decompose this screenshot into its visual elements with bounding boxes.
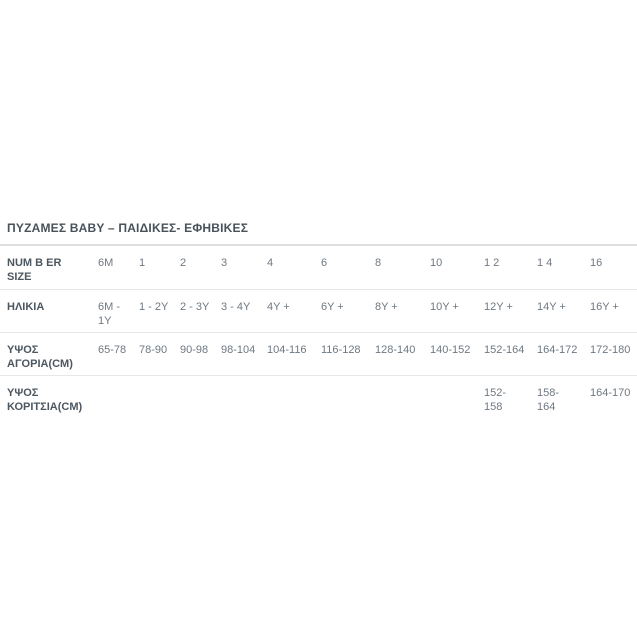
- table-cell: 1 - 2Y: [139, 300, 169, 313]
- table-cell: [430, 375, 484, 422]
- table-cell: 6M: [98, 257, 114, 269]
- row-label: ΥΨΟΣ ΚΟΡΙΤΣΙΑ(CM): [7, 386, 83, 413]
- table-cell: 6: [321, 257, 328, 269]
- table-cell: 16: [590, 257, 603, 269]
- table-cell: 6M - 1Y: [98, 300, 120, 327]
- table-cell: 98-104: [221, 343, 256, 356]
- table-cell: 10Y +: [430, 300, 459, 313]
- table-cell: 4Y +: [267, 300, 290, 313]
- table-cell: 1: [139, 257, 146, 269]
- table-cell: 164-170: [590, 386, 631, 399]
- table-cell: 10: [430, 257, 443, 269]
- row-label: NUM B ER SIZE: [7, 257, 62, 283]
- table-cell: [375, 375, 430, 422]
- table-row-height-girls: ΥΨΟΣ ΚΟΡΙΤΣΙΑ(CM) 152- 158 158- 164 164-…: [0, 375, 637, 422]
- table-cell: 12Y +: [484, 300, 513, 313]
- table-row-age: ΗΛΙΚΙΑ 6M - 1Y 1 - 2Y 2 - 3Y 3 - 4Y 4Y +…: [0, 289, 637, 332]
- table-cell: 128-140: [375, 343, 416, 356]
- table-cell: 1 4: [537, 257, 553, 269]
- table-cell: 8Y +: [375, 300, 398, 313]
- table-cell: [221, 375, 267, 422]
- table-cell: 152-164: [484, 343, 525, 356]
- table-cell: 14Y +: [537, 300, 566, 313]
- table-cell: [98, 375, 139, 422]
- table-cell: 172-180: [590, 343, 631, 356]
- table-cell: 3: [221, 257, 228, 269]
- table-cell: 16Y +: [590, 300, 619, 313]
- table-cell: 4: [267, 257, 274, 269]
- table-cell: [267, 375, 321, 422]
- table-cell: [321, 375, 375, 422]
- table-cell: 164-172: [537, 343, 578, 356]
- size-table: NUM B ER SIZE 6M 1 2 3 4 6 8 10 1 2 1 4 …: [0, 244, 637, 422]
- table-cell: 2: [180, 257, 187, 269]
- table-cell: 140-152: [430, 343, 471, 356]
- table-cell: 1 2: [484, 257, 500, 269]
- table-cell: 152- 158: [484, 386, 507, 413]
- table-cell: 8: [375, 257, 382, 269]
- row-label: ΥΨΟΣ ΑΓΟΡΙΑ(CM): [7, 343, 73, 370]
- size-guide-section: ΠΥΖΑΜΕΣ BABY – ΠΑΙΔΙΚΕΣ- ΕΦΗΒΙΚΕΣ NUM B …: [0, 221, 637, 422]
- section-title: ΠΥΖΑΜΕΣ BABY – ΠΑΙΔΙΚΕΣ- ΕΦΗΒΙΚΕΣ: [7, 221, 249, 235]
- table-cell: 3 - 4Y: [221, 300, 251, 313]
- table-row-height-boys: ΥΨΟΣ ΑΓΟΡΙΑ(CM) 65-78 78-90 90-98 98-104…: [0, 332, 637, 375]
- table-cell: 78-90: [139, 343, 168, 356]
- table-cell: 158- 164: [537, 386, 560, 413]
- table-cell: 65-78: [98, 343, 127, 356]
- table-cell: 90-98: [180, 343, 209, 356]
- table-cell: [180, 375, 221, 422]
- row-label: ΗΛΙΚΙΑ: [7, 300, 45, 313]
- table-row-number-size: NUM B ER SIZE 6M 1 2 3 4 6 8 10 1 2 1 4 …: [0, 245, 637, 289]
- table-cell: 116-128: [321, 343, 361, 356]
- table-cell: 6Y +: [321, 300, 344, 313]
- table-cell: [139, 375, 180, 422]
- table-cell: 104-116: [267, 343, 307, 356]
- table-cell: 2 - 3Y: [180, 300, 210, 313]
